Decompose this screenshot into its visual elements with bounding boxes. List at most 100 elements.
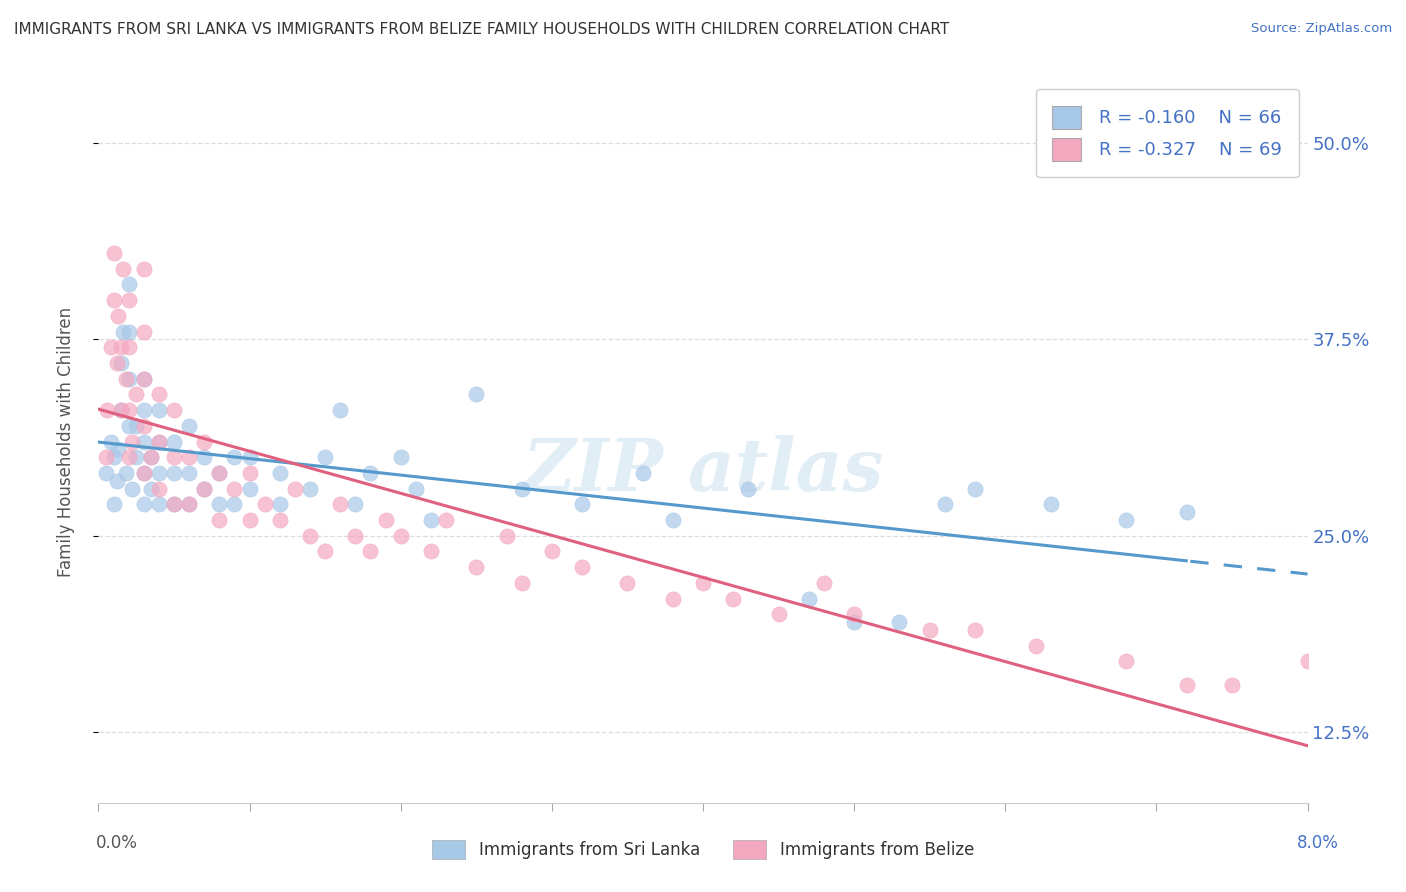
Point (616, 575, 638, 590)
Point (224, 450, 246, 465)
Point (360, 544, 382, 558)
Point (465, 387, 488, 401)
Point (208, 497, 231, 511)
Point (889, 615, 911, 630)
Point (121, 482, 143, 496)
Point (118, 340, 141, 354)
Point (163, 466, 186, 480)
Point (148, 387, 170, 401)
Point (96, 403, 118, 417)
Point (107, 309, 129, 323)
Point (163, 450, 186, 465)
Point (103, 497, 125, 511)
Point (1220, 678, 1243, 692)
Point (163, 403, 186, 417)
Point (420, 544, 443, 558)
Point (344, 529, 367, 543)
Point (148, 434, 170, 449)
Point (193, 434, 215, 449)
Point (224, 482, 246, 496)
Point (141, 482, 163, 496)
Point (132, 466, 155, 480)
Point (179, 466, 201, 480)
Point (510, 575, 533, 590)
Point (118, 325, 141, 339)
Point (111, 261, 134, 276)
Point (148, 482, 170, 496)
Point (692, 575, 714, 590)
Point (465, 560, 488, 574)
Point (107, 442, 129, 457)
Point (329, 497, 352, 511)
Point (132, 372, 155, 386)
Point (132, 497, 155, 511)
Point (110, 403, 132, 417)
Point (132, 372, 155, 386)
Point (495, 529, 517, 543)
Point (110, 340, 132, 354)
Point (148, 497, 170, 511)
Point (179, 497, 201, 511)
Point (389, 450, 412, 465)
Point (114, 466, 136, 480)
Point (105, 356, 128, 370)
Point (179, 497, 201, 511)
Point (118, 418, 141, 433)
Point (163, 497, 186, 511)
Point (389, 529, 412, 543)
Point (918, 623, 941, 637)
Point (179, 418, 201, 433)
Point (239, 482, 262, 496)
Point (329, 403, 352, 417)
Point (571, 497, 593, 511)
Point (148, 434, 170, 449)
Point (193, 482, 215, 496)
Point (125, 418, 148, 433)
Point (141, 450, 163, 465)
Point (132, 261, 155, 276)
Point (965, 482, 987, 496)
Point (111, 325, 134, 339)
Point (132, 466, 155, 480)
Point (148, 466, 170, 480)
Point (132, 403, 155, 417)
Point (965, 623, 987, 637)
Point (193, 450, 215, 465)
Point (360, 466, 382, 480)
Point (434, 513, 457, 527)
Point (269, 466, 291, 480)
Point (125, 387, 148, 401)
Point (844, 615, 866, 630)
Point (121, 434, 143, 449)
Point (224, 497, 246, 511)
Point (163, 434, 186, 449)
Point (100, 434, 122, 449)
Point (571, 560, 593, 574)
Point (94, 450, 117, 465)
Text: 0.0%: 0.0% (96, 834, 138, 852)
Point (1115, 655, 1137, 669)
Point (269, 497, 291, 511)
Point (208, 466, 231, 480)
Point (114, 372, 136, 386)
Point (239, 466, 262, 480)
Point (1175, 678, 1198, 692)
Point (314, 544, 336, 558)
Point (208, 513, 231, 527)
Point (100, 340, 122, 354)
Point (110, 356, 132, 370)
Point (1039, 497, 1062, 511)
Legend: R = -0.160    N = 66, R = -0.327    N = 69: R = -0.160 N = 66, R = -0.327 N = 69 (1036, 89, 1299, 178)
Point (118, 450, 141, 465)
Point (299, 529, 322, 543)
Point (661, 513, 683, 527)
Point (118, 372, 141, 386)
Point (420, 513, 443, 527)
Point (118, 277, 141, 292)
Point (103, 293, 125, 308)
Point (105, 474, 128, 488)
Point (118, 293, 141, 308)
Y-axis label: Family Households with Children: Family Households with Children (56, 307, 75, 576)
Point (132, 434, 155, 449)
Point (299, 482, 322, 496)
